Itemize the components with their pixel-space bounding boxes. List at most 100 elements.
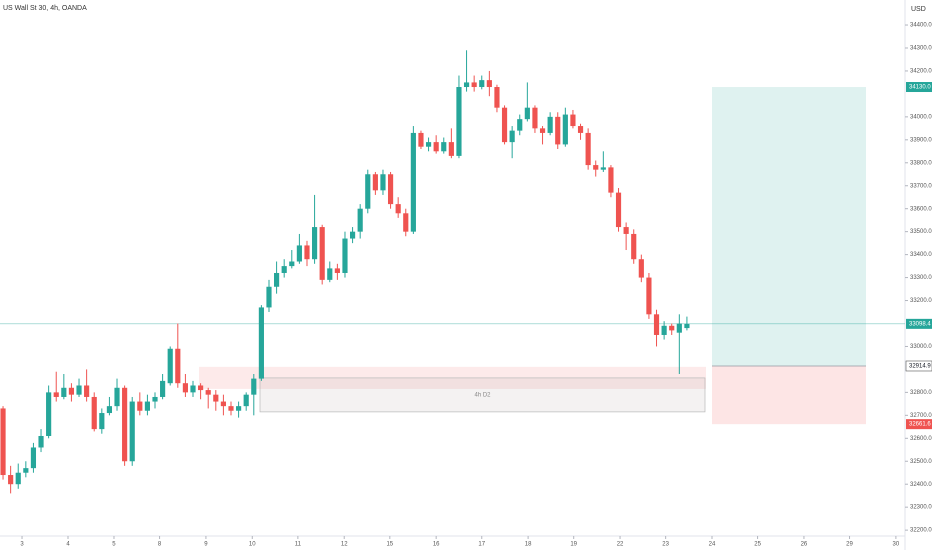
candle-body [463,82,470,88]
candle-body [327,268,333,280]
x-tick-label: 5 [112,542,116,548]
y-tick-label: 33700.0 [910,183,932,189]
x-tick-label: 17 [478,542,485,548]
candle-body [418,132,424,147]
candle-body [281,266,287,273]
y-tick-label: 33300.0 [910,275,932,281]
candle-body [251,378,257,395]
x-tick-label: 26 [801,542,808,548]
candle-body [190,385,196,393]
candle-body [615,192,622,228]
candle-body [319,227,325,280]
demand-zone [259,377,706,413]
candle-body [0,408,6,476]
candle-body [410,132,416,232]
candle-body [99,413,105,430]
candle-body [425,142,432,147]
candle-body [304,245,310,260]
x-tick-label: 4 [66,542,70,548]
candle-body [236,406,242,411]
y-tick-label: 32600.0 [910,436,932,442]
candle-body [175,348,181,384]
x-tick-label: 9 [204,542,208,548]
candle-body [258,307,264,379]
candle-body [91,396,97,430]
target-price-badge [906,82,932,93]
candle-body [661,325,667,335]
candle-body [372,174,378,191]
stop-price-badge [906,419,932,430]
candle-body [182,383,188,393]
candle-body [167,348,173,384]
y-tick-label: 32500.0 [910,459,932,465]
candle-body [243,394,249,407]
candle-body [501,107,508,143]
candle-body [129,401,135,462]
x-tick-label: 15 [386,542,393,548]
candle-body [509,130,515,143]
target-price-label: 34130.0 [909,85,931,91]
candle-body [570,114,576,127]
candle-body [61,387,67,397]
x-tick-label: 29 [846,542,853,548]
candle-body [220,401,226,407]
candle-body [205,390,211,395]
candle-body [539,128,546,133]
candle-body [479,80,485,88]
candle-body [600,167,606,170]
candle-body [555,116,561,145]
candle-body [68,387,75,395]
candle-body [638,259,644,278]
zone-label: 4h D2 [474,392,491,398]
candle-body [23,468,29,473]
candle-body [53,392,59,397]
candle-body [593,165,599,170]
candle-body [577,126,584,133]
x-tick-label: 16 [433,542,440,548]
candle-body [494,87,500,108]
candle-body [653,314,660,335]
x-tick-label: 12 [341,542,348,548]
candle-body [646,277,652,315]
x-tick-label: 8 [158,542,162,548]
y-tick-label: 32300.0 [910,505,932,511]
candle-body [8,475,14,485]
candle-body [349,231,356,239]
candle-body [387,174,394,205]
candle-body [198,385,204,391]
candle-body [395,204,401,214]
candle-body [403,213,409,232]
candle-body [334,268,340,273]
candle-body [30,447,37,469]
x-tick-label: 19 [570,542,577,548]
x-tick-label: 22 [617,542,624,548]
candle-body [228,406,234,411]
stop-price-label: 32661.6 [909,422,931,428]
candle-body [38,435,44,448]
candle-body [562,114,568,145]
y-tick-label: 32800.0 [910,390,932,396]
candle-body [106,406,113,414]
candle-body [517,119,523,131]
candle-body [684,323,690,329]
candle-body [274,272,280,287]
candle-body [46,392,52,436]
candle-body [471,82,477,88]
y-tick-label: 34200.0 [910,69,932,75]
currency-label: USD [911,6,926,13]
y-tick-label: 33500.0 [910,229,932,235]
stop-zone [712,365,866,425]
candle-body [456,87,462,156]
candle-body [152,396,158,402]
candle-body [623,227,629,234]
x-tick-label: 10 [249,542,256,548]
candle-body [296,245,302,262]
x-tick-label: 23 [662,542,669,548]
candle-body [365,174,371,209]
candle-body [585,132,591,166]
candle-body [122,387,128,462]
candle-body [289,261,295,267]
candle-body [114,387,120,407]
